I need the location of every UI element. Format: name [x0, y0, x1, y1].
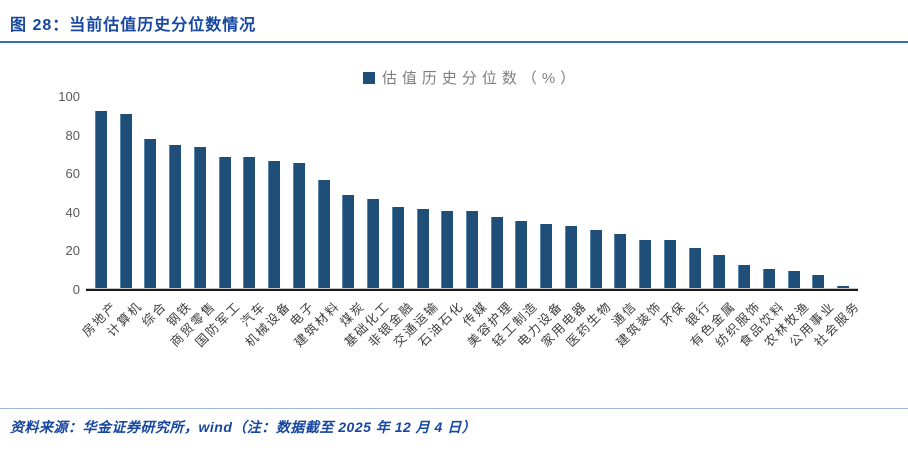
footer-divider — [0, 408, 908, 409]
chart-bar — [614, 234, 627, 290]
chart-legend: 估值历史分位数（%） — [88, 67, 855, 88]
chart-bar — [738, 265, 751, 290]
chart-bar — [268, 161, 281, 290]
chart-bar — [292, 163, 305, 290]
chart-bar — [639, 240, 652, 290]
chart-bar — [218, 157, 231, 290]
chart-bar — [466, 211, 478, 290]
y-axis-tick-label: 0 — [72, 282, 80, 297]
chart-bar — [762, 269, 775, 290]
chart-bar — [812, 275, 825, 290]
chart-bar — [589, 230, 602, 290]
chart-bar — [515, 221, 528, 290]
title-divider — [0, 41, 908, 43]
chart-bar — [243, 157, 256, 290]
y-axis-tick-label: 40 — [65, 204, 80, 220]
y-axis-tick-label: 60 — [65, 166, 80, 182]
chart-bar — [713, 255, 726, 290]
chart-bar — [663, 240, 676, 290]
chart-bar — [317, 180, 330, 290]
legend-marker-icon — [362, 71, 375, 84]
chart-bar — [342, 195, 355, 290]
legend-label: 估值历史分位数（%） — [381, 70, 581, 87]
chart-bar — [837, 286, 850, 290]
chart-bar — [416, 209, 429, 290]
chart-bar — [564, 226, 577, 290]
x-axis-line — [86, 289, 858, 291]
chart-bar — [119, 114, 132, 290]
source-note: 资料来源：华金证券研究所，wind（注：数据截至 2025 年 12 月 4 日… — [10, 419, 477, 435]
chart-bar — [367, 199, 380, 290]
chart-bar — [193, 147, 206, 290]
chart-bar — [169, 145, 182, 290]
chart-bar — [688, 248, 701, 290]
chart-bar — [94, 111, 107, 290]
chart-bar — [540, 224, 553, 290]
y-axis-tick-label: 100 — [58, 89, 80, 104]
chart-bar — [490, 217, 503, 290]
y-axis-tick-label: 20 — [65, 243, 80, 259]
y-axis-tick-label: 80 — [65, 127, 80, 143]
chart-bar — [144, 139, 157, 290]
figure-title: 图 28：当前估值历史分位数情况 — [10, 17, 257, 34]
chart-bar — [787, 271, 800, 290]
chart-bar — [441, 211, 454, 290]
chart-bar — [391, 207, 404, 290]
